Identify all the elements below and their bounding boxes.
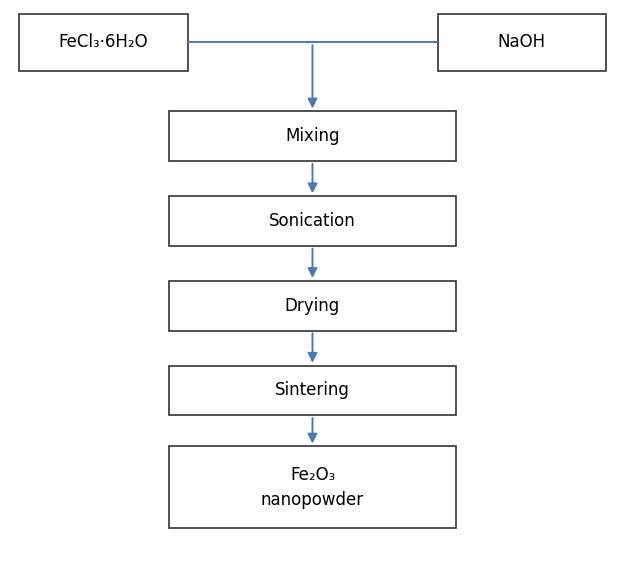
Text: FeCl₃·6H₂O: FeCl₃·6H₂O: [58, 33, 148, 51]
Bar: [169, 196, 456, 246]
Bar: [438, 14, 606, 71]
Text: Drying: Drying: [285, 297, 340, 315]
Bar: [19, 14, 188, 71]
Text: Sintering: Sintering: [275, 381, 350, 399]
Bar: [169, 111, 456, 161]
Text: NaOH: NaOH: [498, 33, 546, 51]
Bar: [169, 446, 456, 528]
Text: Fe₂O₃
nanopowder: Fe₂O₃ nanopowder: [261, 466, 364, 509]
Bar: [169, 366, 456, 415]
Bar: [169, 281, 456, 331]
Text: Sonication: Sonication: [269, 212, 356, 230]
Text: Mixing: Mixing: [285, 127, 340, 145]
